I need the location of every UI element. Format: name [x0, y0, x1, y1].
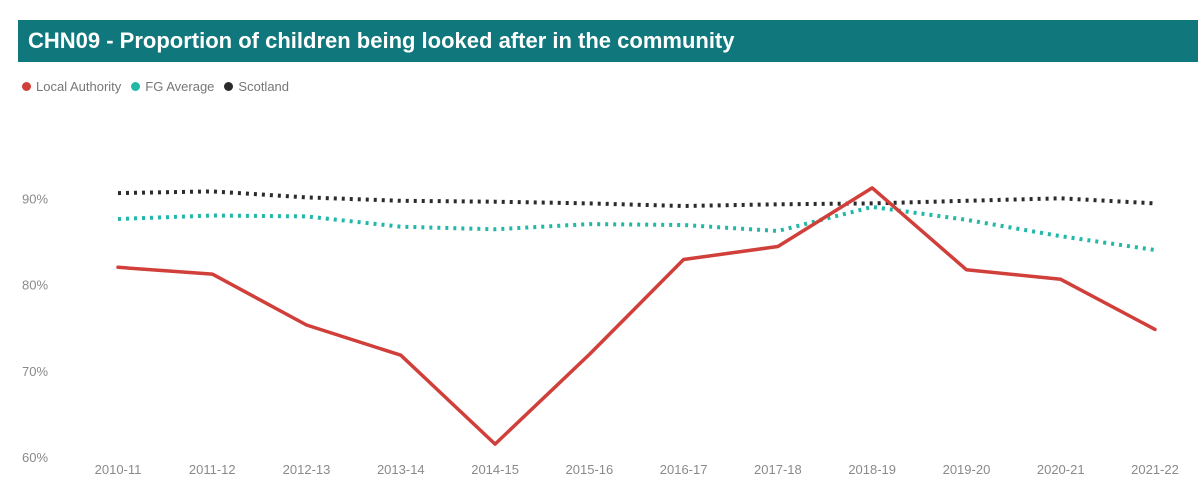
chart-title: CHN09 - Proportion of children being loo… [28, 28, 735, 53]
legend-swatch-local-authority [22, 81, 31, 91]
legend-item-fg-average[interactable]: FG Average [131, 79, 214, 94]
x-tick-label: 2014-15 [471, 462, 519, 477]
x-tick-label: 2017-18 [754, 462, 802, 477]
series-line-scotland [117, 189, 1156, 208]
x-tick-label: 2019-20 [943, 462, 991, 477]
legend-item-scotland[interactable]: Scotland [224, 79, 289, 94]
y-tick-label: 80% [22, 278, 48, 293]
y-tick-label: 60% [22, 450, 48, 465]
series-line-fg-average [117, 204, 1156, 252]
legend-item-local-authority[interactable]: Local Authority [22, 79, 121, 94]
x-tick-label: 2016-17 [660, 462, 708, 477]
x-tick-label: 2013-14 [377, 462, 425, 477]
x-tick-label: 2011-12 [189, 462, 236, 477]
x-tick-label: 2012-13 [283, 462, 331, 477]
x-tick-label: 2018-19 [848, 462, 896, 477]
series-line-local-authority [116, 186, 1157, 446]
legend-label-local-authority: Local Authority [36, 78, 122, 94]
x-tick-label: 2015-16 [566, 462, 614, 477]
y-tick-label: 70% [22, 364, 48, 379]
x-tick-label: 2021-22 [1131, 462, 1179, 477]
x-tick-label: 2020-21 [1037, 462, 1085, 477]
x-tick-label: 2010-11 [95, 462, 142, 477]
legend: Local Authority FG Average Scotland [22, 76, 289, 96]
legend-label-scotland: Scotland [238, 78, 290, 94]
y-tick-label: 90% [22, 191, 48, 206]
legend-swatch-scotland [224, 81, 234, 91]
legend-label-fg-average: FG Average [145, 78, 215, 94]
chart-title-bar: CHN09 - Proportion of children being loo… [18, 20, 1198, 62]
legend-swatch-fg-average [131, 81, 141, 91]
